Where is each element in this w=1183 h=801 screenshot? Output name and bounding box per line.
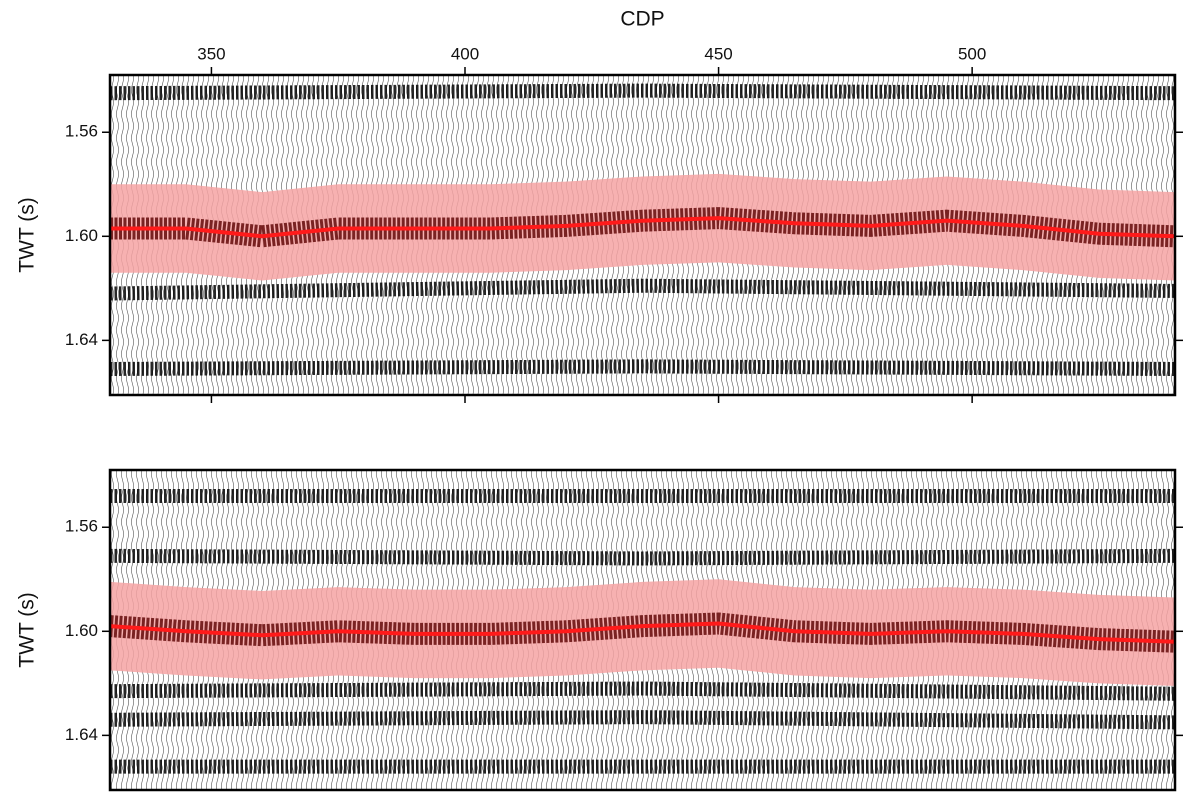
y-axis-label: TWT (s) [16, 592, 39, 667]
horizon-line [109, 621, 1176, 644]
plot-frame [108, 73, 1177, 397]
x-tick-label: 400 [451, 44, 479, 63]
y-axis-label: TWT (s) [16, 197, 39, 272]
reflector [109, 278, 1176, 301]
reflector [109, 681, 1176, 701]
y-tick-label: 1.56 [65, 122, 98, 141]
y-tick-label: 1.64 [65, 725, 98, 744]
reflector [109, 710, 1176, 730]
reflector [109, 548, 1176, 566]
x-tick-label: 450 [704, 44, 732, 63]
y-tick-label: 1.64 [65, 330, 98, 349]
reflector [109, 359, 1176, 376]
x-tick-label: 350 [197, 44, 225, 63]
y-tick-label: 1.56 [65, 517, 98, 536]
reflector [109, 83, 1176, 101]
horizon-line [110, 216, 1176, 239]
x-axis-label: CDP [620, 8, 664, 31]
y-tick-label: 1.60 [65, 621, 98, 640]
plot-frame [108, 468, 1177, 792]
x-tick-label: 500 [958, 44, 986, 63]
y-tick-label: 1.60 [65, 226, 98, 245]
